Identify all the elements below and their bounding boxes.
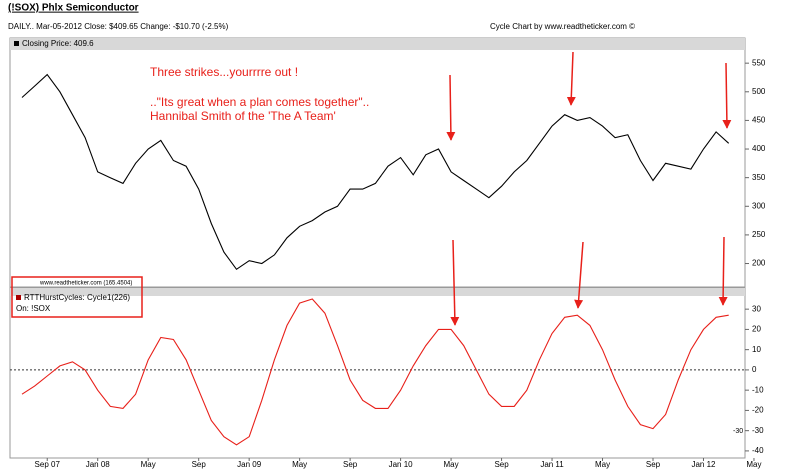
x-tick-label: Jan 09 [237, 460, 262, 469]
cycle-panel-bar [10, 288, 745, 296]
y-tick-label: 350 [752, 173, 766, 182]
y-tick-label: 250 [752, 230, 766, 239]
cycle-label: RTTHurstCycles: Cycle1(226) [24, 293, 130, 302]
x-tick-label: Sep [494, 460, 509, 469]
highlight-box [11, 276, 143, 318]
x-tick-label: Sep 07 [35, 460, 61, 469]
cycle-sublabel: On: !SOX [16, 304, 51, 313]
price-swatch [14, 41, 19, 46]
y-tick-label: 20 [752, 325, 761, 334]
x-tick-label: Jan 12 [691, 460, 716, 469]
x-tick-label: Jan 10 [389, 460, 414, 469]
x-tick-label: Jan 11 [540, 460, 564, 469]
y-tick-label: 30 [752, 304, 761, 313]
header-info: DAILY.. Mar-05-2012 Close: $409.65 Chang… [8, 22, 229, 31]
y-tick-label: 200 [752, 259, 766, 268]
x-tick-label: May [595, 460, 610, 469]
x-tick-label: May [292, 460, 307, 469]
price-label: Closing Price: 409.6 [22, 39, 94, 48]
marker-label: -30 [733, 428, 743, 435]
watermark: www.readtheticker.com (165.4504) [39, 281, 132, 287]
arrows [446, 51, 732, 326]
header-title: (!SOX) Phlx Semiconductor [8, 3, 139, 14]
annotation: Three strikes...yourrrre out ! [150, 65, 298, 79]
y-tick-label: -10 [752, 385, 764, 394]
annotation: .."Its great when a plan comes together"… [150, 95, 369, 109]
y-tick-label: -40 [752, 446, 764, 455]
y-tick-label: 0 [752, 365, 757, 374]
price-panel-bar [10, 38, 745, 50]
y-tick-label: 550 [752, 58, 766, 67]
y-tick-label: 300 [752, 201, 766, 210]
annotation: Hannibal Smith of the 'The A Team' [150, 109, 336, 123]
x-tick-label: May [746, 460, 761, 469]
x-tick-label: Sep [646, 460, 661, 469]
cycle-panel [9, 287, 746, 459]
x-tick-label: Jan 08 [86, 460, 111, 469]
series-line [21, 298, 729, 446]
x-tick-label: May [141, 460, 156, 469]
y-tick-label: 10 [752, 345, 761, 354]
cycle-swatch [16, 295, 21, 300]
y-tick-label: 500 [752, 87, 766, 96]
x-tick-label: Sep [192, 460, 207, 469]
header-credit: Cycle Chart by www.readtheticker.com © [490, 22, 635, 31]
y-tick-label: -20 [752, 406, 764, 415]
price-panel [9, 37, 746, 288]
series-line [21, 73, 730, 271]
x-tick-label: May [444, 460, 459, 469]
x-tick-label: Sep [343, 460, 358, 469]
y-tick-label: -30 [752, 426, 764, 435]
y-tick-label: 450 [752, 116, 766, 125]
y-tick-label: 400 [752, 144, 766, 153]
